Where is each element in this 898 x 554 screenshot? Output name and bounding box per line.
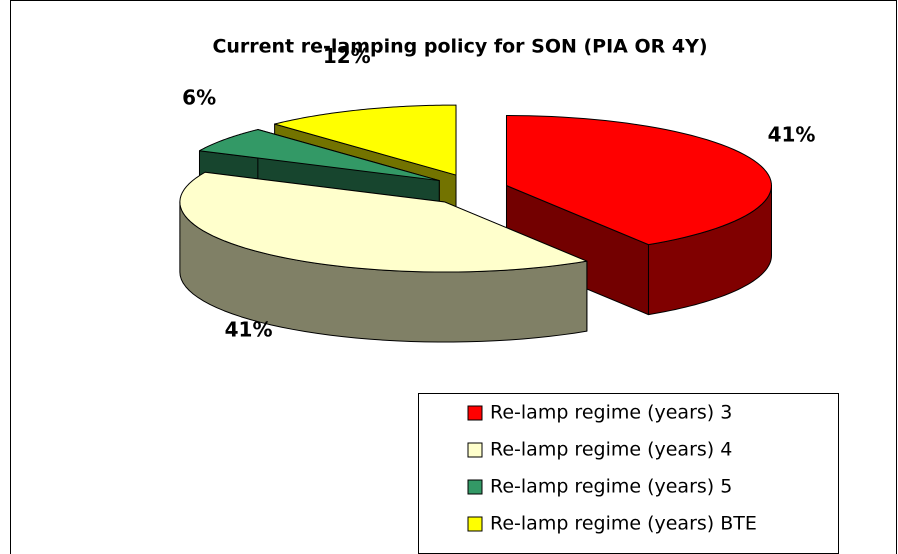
legend-label: Re-lamp regime (years) 5: [490, 476, 732, 498]
legend-swatch: [467, 516, 483, 532]
legend-label: Re-lamp regime (years) 3: [490, 402, 732, 424]
slice: [179, 171, 588, 273]
legend-label: Re-lamp regime (years) BTE: [490, 513, 757, 535]
legend-swatch: [467, 479, 483, 495]
slice: [198, 129, 440, 182]
legend-swatch: [467, 405, 483, 421]
data-label: 41%: [225, 317, 273, 341]
slice: [505, 115, 772, 246]
legend-label: Re-lamp regime (years) 4: [490, 439, 732, 461]
legend: Re-lamp regime (years) 3 Re-lamp regime (…: [418, 393, 839, 554]
slice: [274, 104, 457, 176]
legend-box: [418, 393, 839, 554]
legend-swatch: [467, 442, 483, 458]
data-label: 12%: [323, 44, 371, 68]
chart-title: Current re-lamping policy for SON (PIA O…: [212, 36, 707, 58]
pie: 41% 41% 6% 12%: [179, 44, 816, 343]
data-label: 6%: [182, 85, 216, 109]
data-label: 41%: [768, 123, 816, 147]
